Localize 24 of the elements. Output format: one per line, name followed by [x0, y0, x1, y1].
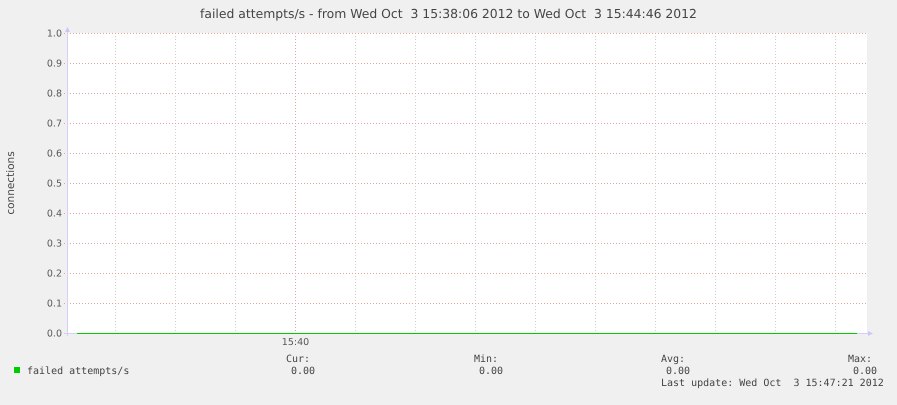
text: Avg:: [661, 354, 686, 365]
y-tick-label: 0.0: [46, 328, 62, 340]
y-tick-label: 0.5: [46, 178, 62, 190]
chart-title: failed attempts/s - from Wed Oct 3 15:38:06 2012 to Wed Oct 3 15:44:46 2012: [200, 6, 697, 21]
text: Min:: [474, 354, 498, 365]
y-axis-title: connections: [5, 151, 17, 215]
y-tick-label: 0.4: [46, 208, 62, 220]
y-tick-label: 1.0: [46, 28, 62, 40]
text: 0.00: [666, 366, 690, 377]
y-tick-label: 0.2: [46, 268, 62, 280]
y-tick-label: 0.8: [46, 88, 62, 100]
text: Cur:: [286, 354, 310, 365]
legend-label: failed attempts/s: [27, 366, 130, 377]
text: Max:: [848, 354, 872, 365]
y-tick-label: 0.1: [46, 298, 62, 310]
y-tick-label: 0.6: [46, 148, 62, 160]
y-tick-label: 0.9: [46, 58, 62, 70]
text: Last update: Wed Oct 3 15:47:21 2012: [661, 378, 884, 389]
text: 0.00: [853, 366, 878, 377]
text: 0.00: [291, 366, 316, 377]
y-tick-label: 0.3: [46, 238, 62, 250]
y-tick-label: 0.7: [46, 118, 62, 130]
text: 15:40: [282, 337, 310, 348]
text: 0.00: [479, 366, 504, 377]
